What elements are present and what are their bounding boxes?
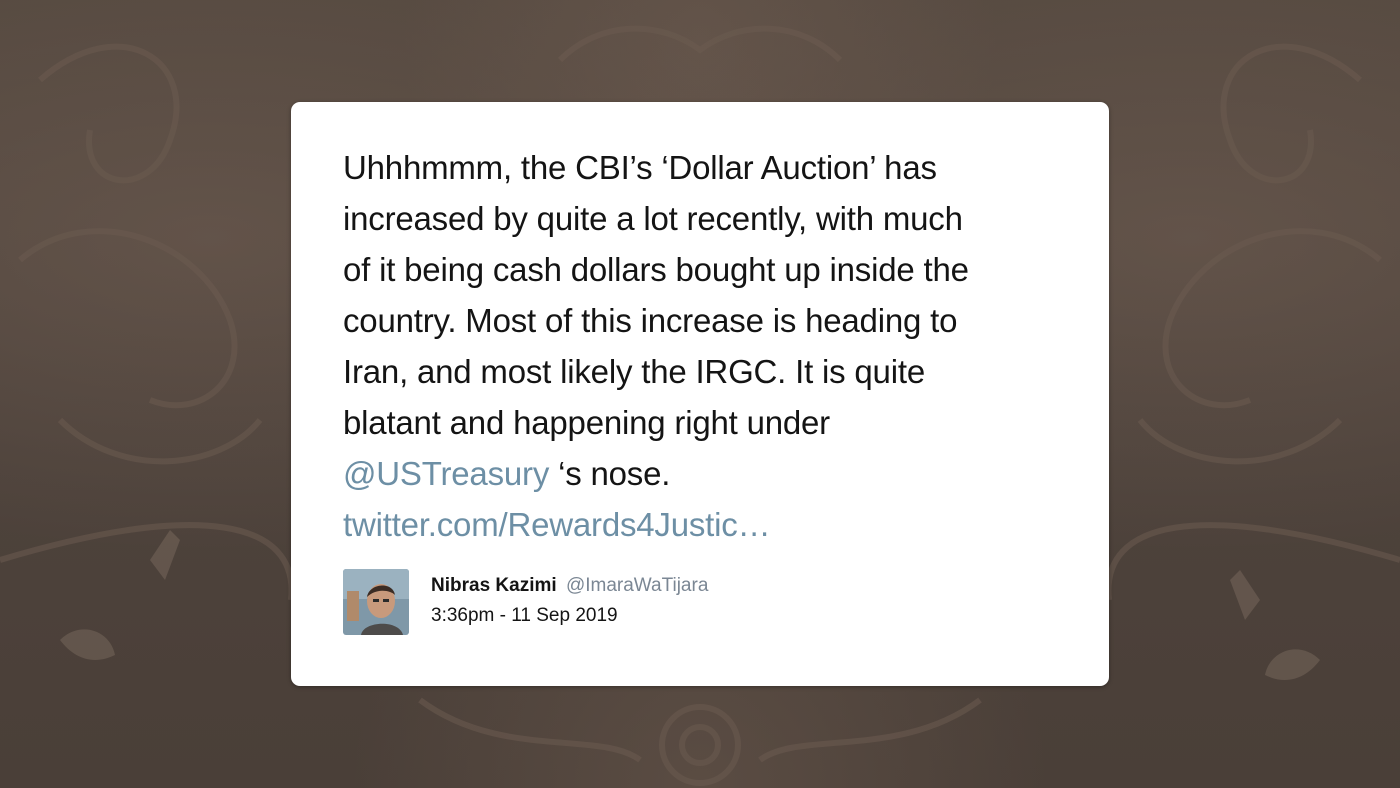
author-meta: Nibras Kazimi @ImaraWaTijara 3:36pm - 11… — [431, 569, 708, 628]
mention-link[interactable]: @USTreasury — [343, 455, 550, 492]
tweet-card: Uhhhmmm, the CBI’s ‘Dollar Auction’ has … — [291, 102, 1109, 686]
tweet-line: blatant and happening right under — [343, 404, 830, 441]
avatar-image — [343, 569, 409, 635]
author-name[interactable]: Nibras Kazimi — [431, 575, 557, 596]
author-handle[interactable]: @ImaraWaTijara — [565, 575, 709, 596]
tweet-line: of it being cash dollars bought up insid… — [343, 251, 969, 288]
author-name-row: Nibras Kazimi @ImaraWaTijara — [431, 574, 708, 598]
tweet-line: increased by quite a lot recently, with … — [343, 200, 963, 237]
tweet-line: country. Most of this increase is headin… — [343, 302, 958, 339]
tweet-line: Iran, and most likely the IRGC. It is qu… — [343, 353, 925, 390]
avatar[interactable] — [343, 569, 409, 635]
tweet-line: Uhhhmmm, the CBI’s ‘Dollar Auction’ has — [343, 149, 937, 186]
tweet-timestamp[interactable]: 3:36pm - 11 Sep 2019 — [431, 605, 618, 626]
tweet-text-suffix: ‘s nose. — [549, 455, 671, 492]
tweet-text: Uhhhmmm, the CBI’s ‘Dollar Auction’ has … — [343, 142, 1073, 550]
author-block: Nibras Kazimi @ImaraWaTijara 3:36pm - 11… — [343, 569, 708, 636]
tweet-url-link[interactable]: twitter.com/Rewards4Justic… — [343, 506, 771, 543]
tweet-line-link: twitter.com/Rewards4Justic… — [343, 499, 1073, 550]
tweet-line-mention: @USTreasury ‘s nose. — [343, 448, 1073, 499]
